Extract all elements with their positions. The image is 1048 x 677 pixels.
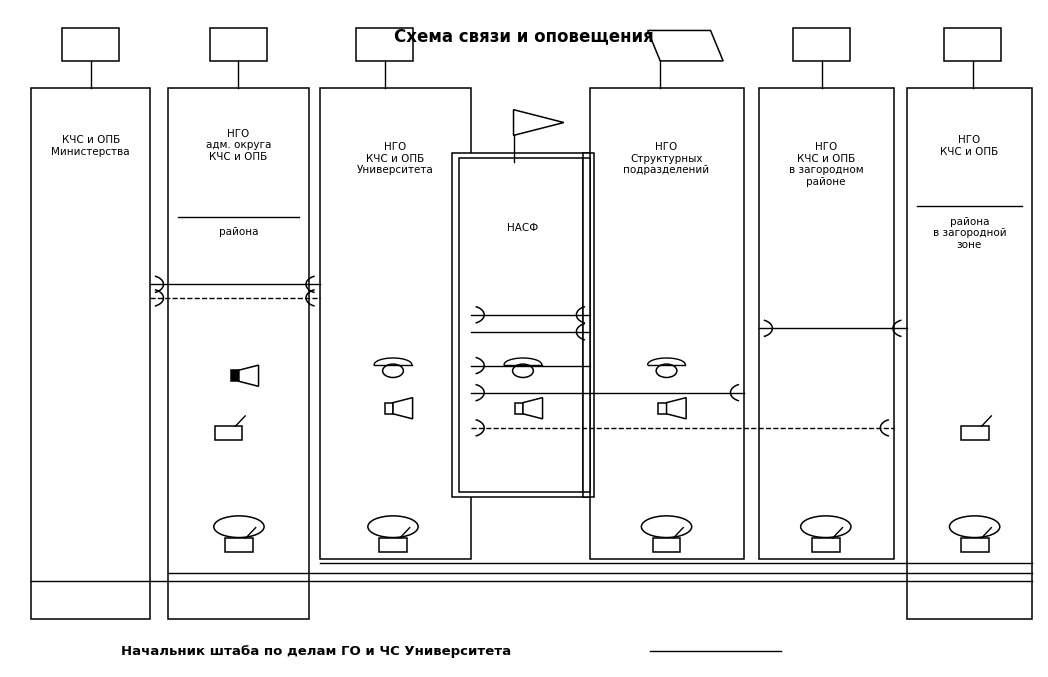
Text: КЧС и ОПБ
Министерства: КЧС и ОПБ Министерства [51,135,130,157]
Ellipse shape [801,516,851,538]
Bar [231,370,239,381]
Polygon shape [514,110,564,135]
Bar [379,538,407,552]
Circle shape [656,364,677,378]
Text: района: района [219,227,258,237]
Bar [759,88,894,559]
Bar [590,88,744,559]
Ellipse shape [641,516,692,538]
Text: НГО
адм. округа
КЧС и ОПБ: НГО адм. округа КЧС и ОПБ [205,129,271,162]
Polygon shape [239,365,259,387]
Text: НГО
КЧС и ОПБ: НГО КЧС и ОПБ [940,135,999,157]
Text: НГО
Структурных
подразделений: НГО Структурных подразделений [624,142,709,175]
Bar [961,538,988,552]
Bar [961,427,988,440]
Text: района
в загородной
зоне: района в загородной зоне [933,217,1006,250]
Polygon shape [523,397,543,419]
Circle shape [512,364,533,378]
Text: Схема связи и оповещения: Схема связи и оповещения [394,27,654,45]
Bar [583,158,590,492]
Ellipse shape [949,516,1000,538]
Bar [31,88,150,619]
Ellipse shape [214,516,264,538]
Bar [459,158,587,492]
Text: НАСФ: НАСФ [507,223,539,234]
Bar [215,427,242,440]
Bar [168,88,309,619]
Bar [225,538,253,552]
Bar [812,538,839,552]
Bar [907,88,1032,619]
Bar [466,162,580,487]
Bar [658,403,667,414]
Bar [583,153,590,497]
Bar [62,28,119,61]
Bar [210,28,267,61]
Circle shape [383,364,403,378]
Text: НГО
КЧС и ОПБ
в загородном
районе: НГО КЧС и ОПБ в загородном районе [788,142,864,187]
Bar [355,28,413,61]
Ellipse shape [368,516,418,538]
Bar [452,153,594,497]
Bar [320,88,471,559]
Bar [943,28,1002,61]
Polygon shape [393,397,413,419]
Bar [653,538,680,552]
Bar [385,403,393,414]
Polygon shape [648,30,723,61]
Text: НГО
КЧС и ОПБ
Университета: НГО КЧС и ОПБ Университета [356,142,434,175]
Polygon shape [667,397,686,419]
Bar [792,28,851,61]
Bar [515,403,523,414]
Text: Начальник штаба по делам ГО и ЧС Университета: Начальник штаба по делам ГО и ЧС Универс… [121,645,510,658]
